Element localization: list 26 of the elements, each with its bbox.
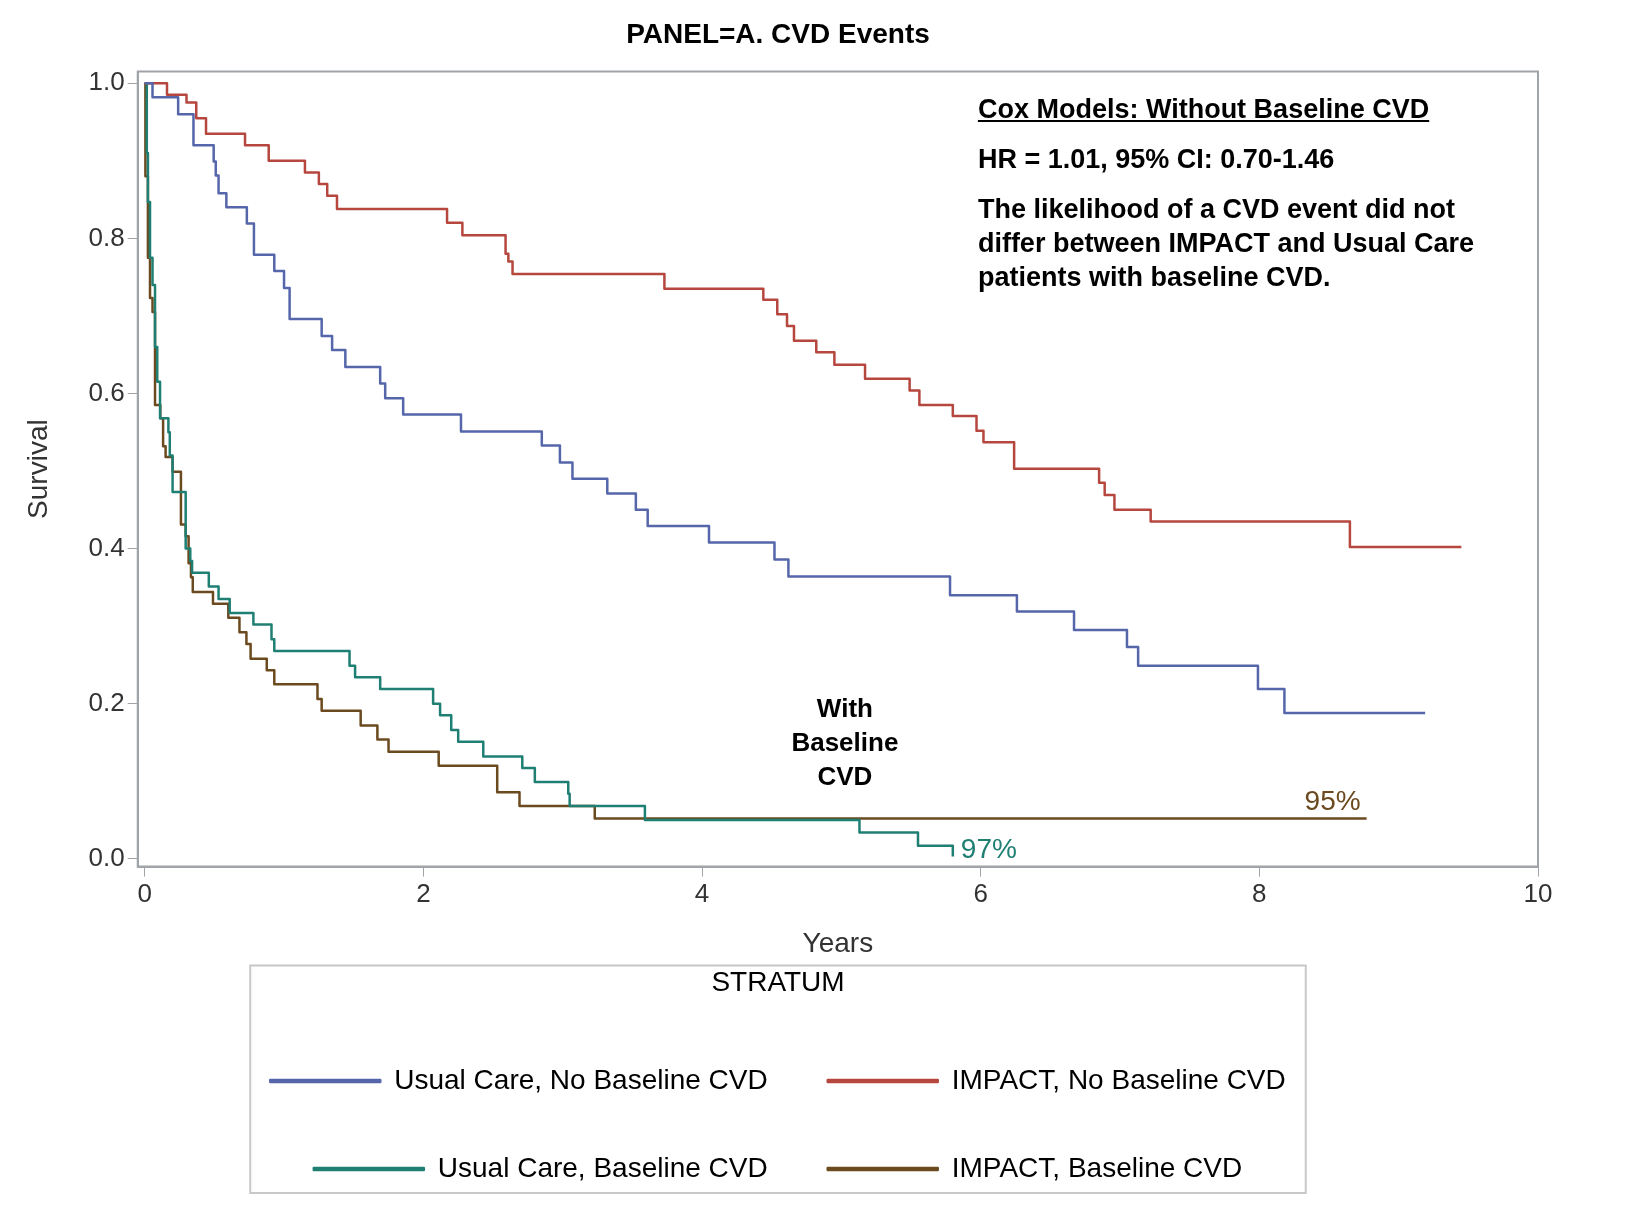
x-tick-label: 2 bbox=[416, 878, 431, 909]
y-axis-title: Survival bbox=[21, 419, 53, 519]
legend-title: STRATUM bbox=[711, 966, 845, 998]
legend-label: Usual Care, No Baseline CVD bbox=[394, 1063, 768, 1095]
x-tick-label: 0 bbox=[137, 878, 152, 909]
x-tick-label: 6 bbox=[973, 878, 988, 909]
x-tick-label: 8 bbox=[1252, 878, 1267, 909]
annotation: 97% bbox=[960, 833, 1017, 865]
y-tick-label: 0.6 bbox=[88, 376, 125, 407]
y-tick-label: 0.8 bbox=[88, 221, 125, 252]
y-tick-label: 0.0 bbox=[88, 842, 125, 873]
x-tick-label: 10 bbox=[1523, 878, 1553, 909]
legend-label: IMPACT, No Baseline CVD bbox=[951, 1063, 1286, 1095]
annotation: Cox Models: Without Baseline CVD bbox=[977, 92, 1431, 126]
annotation: 95% bbox=[1304, 785, 1361, 817]
y-tick-label: 0.4 bbox=[88, 531, 125, 562]
y-tick-label: 1.0 bbox=[88, 66, 125, 97]
annotation: With Baseline CVD bbox=[791, 692, 899, 791]
x-tick-label: 4 bbox=[694, 878, 710, 909]
legend-label: IMPACT, Baseline CVD bbox=[951, 1151, 1243, 1183]
legend-label: Usual Care, Baseline CVD bbox=[437, 1151, 768, 1183]
x-axis-title: Years bbox=[802, 927, 874, 959]
annotation: HR = 1.01, 95% CI: 0.70-1.46 bbox=[977, 142, 1336, 176]
annotation: The likelihood of a CVD event did not differ between IMPACT and Usual Care patients with baseline CVD. bbox=[977, 192, 1475, 294]
chart-title: PANEL=A. CVD Events bbox=[626, 17, 930, 49]
y-tick-label: 0.2 bbox=[88, 686, 125, 717]
